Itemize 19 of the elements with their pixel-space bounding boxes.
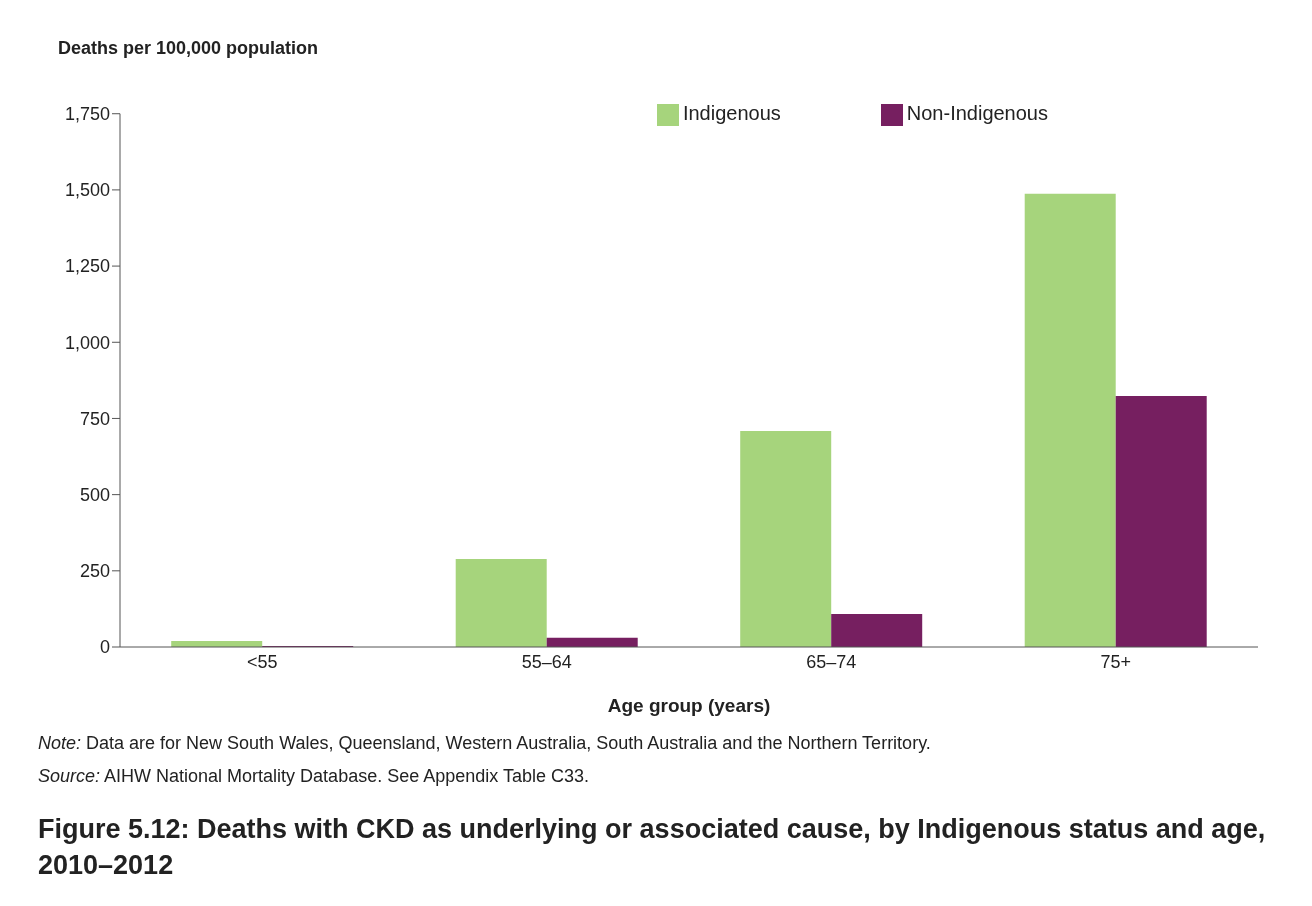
x-tick-label: 65–74 (806, 651, 857, 672)
y-axis-title: Deaths per 100,000 population (58, 38, 320, 60)
y-tick-label: 1,000 (64, 332, 110, 353)
text: Figure 5.12: Deaths with CKD as underlying or associated cause, by Indigenous status and age, 2010–2012 (38, 813, 1267, 882)
y-tick-label: 750 (79, 408, 110, 429)
x-tick-label: <55 (246, 651, 278, 672)
legend-label: Non-Indigenous (906, 102, 1048, 124)
x-tick-label: 55–64 (521, 651, 572, 672)
source-note: Source: AIHW National Mortality Database. See Appendix Table C33. (38, 765, 590, 788)
y-tick-label: 1,750 (64, 104, 110, 125)
x-tick-label: 75+ (1100, 651, 1132, 672)
y-tick-label: 250 (79, 561, 110, 582)
y-tick-label: 1,250 (64, 256, 110, 277)
y-tick-label: 0 (99, 637, 110, 658)
legend-label: Indigenous (682, 102, 781, 124)
y-tick-label: 1,500 (64, 180, 110, 201)
text: Note: Data are for New South Wales, Queensland, Western Australia, South Australia and the Northern Territory. (38, 732, 932, 755)
x-axis-title: Age group (years) (607, 695, 771, 716)
y-tick-label: 500 (79, 485, 110, 506)
